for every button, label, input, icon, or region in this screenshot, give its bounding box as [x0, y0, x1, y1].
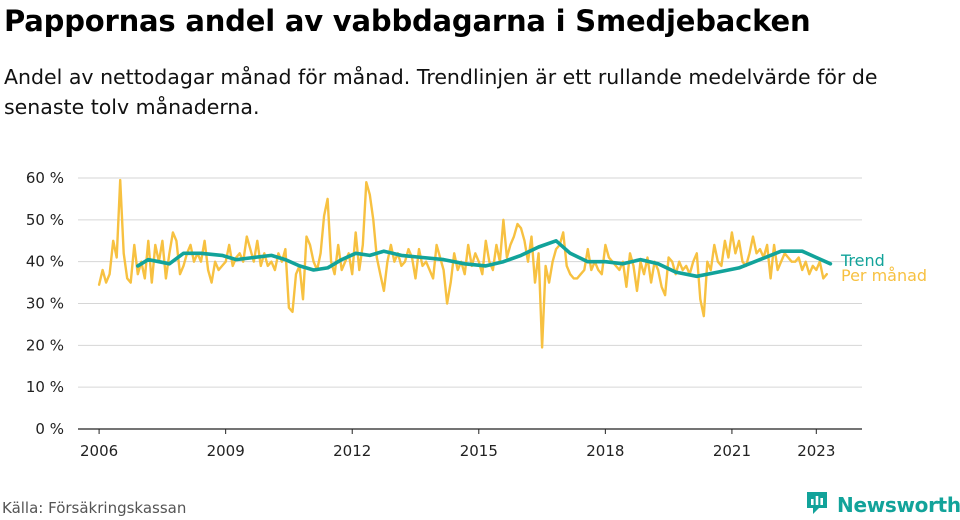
- brand-name: Newsworthy: [837, 493, 960, 517]
- x-tick-label: 2009: [207, 442, 245, 460]
- y-tick-label: 30 %: [26, 295, 64, 313]
- brand-logo: Newsworthy: [805, 490, 960, 520]
- trend-series-line: [136, 239, 833, 279]
- x-tick-label: 2023: [797, 442, 835, 460]
- x-tick-label: 2006: [80, 442, 118, 460]
- x-tick-label: 2012: [333, 442, 371, 460]
- x-tick-label: 2015: [460, 442, 498, 460]
- y-tick-label: 0 %: [35, 420, 64, 438]
- newsworthy-logo-icon: [805, 490, 829, 520]
- y-tick-label: 10 %: [26, 378, 64, 396]
- y-tick-label: 60 %: [26, 169, 64, 187]
- x-tick-label: 2021: [713, 442, 751, 460]
- line-chart: 0 % 10 % 20 % 30 % 40 % 50 % 60 % 2006 2009 2012 2…: [26, 169, 927, 460]
- chart-subtitle: Andel av nettodagar månad för månad. Tre…: [4, 65, 878, 119]
- y-tick-label: 50 %: [26, 211, 64, 229]
- x-tick-label: 2018: [586, 442, 624, 460]
- legend-label-monthly: Per månad: [841, 266, 927, 285]
- chart-title: Pappornas andel av vabbdagarna i Smedjeb…: [4, 4, 811, 38]
- source-note: Källa: Försäkringskassan: [2, 499, 187, 517]
- y-tick-label: 20 %: [26, 336, 64, 354]
- monthly-series-line: [97, 178, 828, 349]
- y-tick-label: 40 %: [26, 253, 64, 271]
- legend-label-trend: Trend: [840, 251, 885, 270]
